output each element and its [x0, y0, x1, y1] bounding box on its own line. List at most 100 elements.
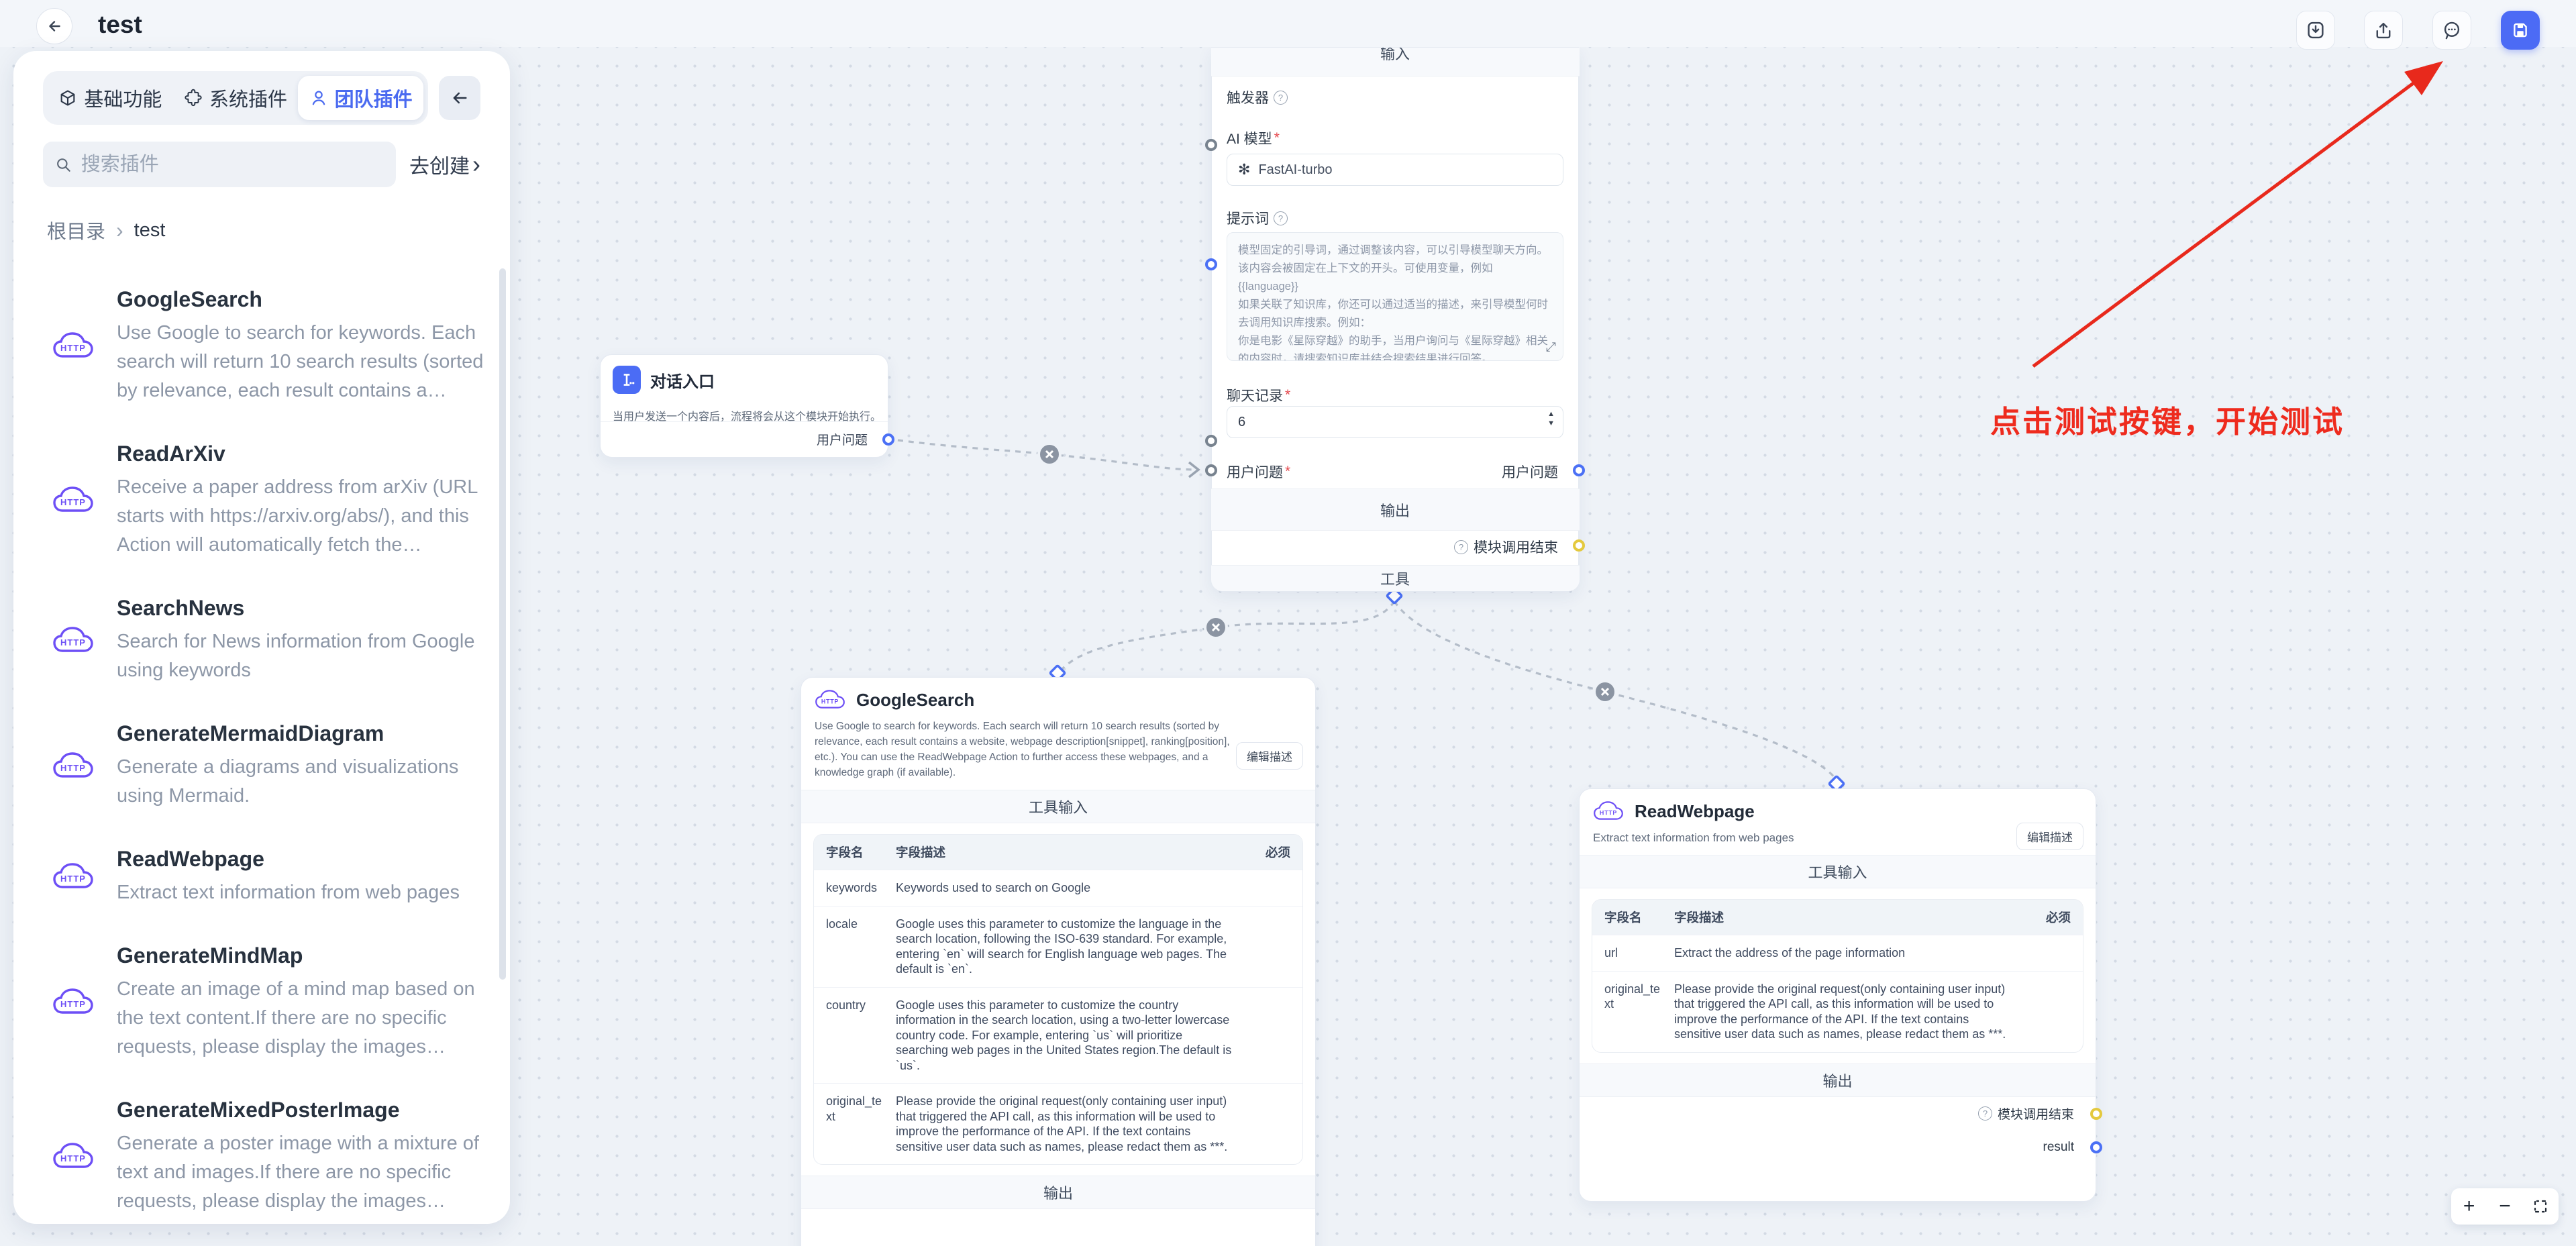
field-name: keywords: [826, 881, 878, 894]
model-label-row: AI 模型 *: [1227, 128, 1280, 148]
node-description: Use Google to search for keywords. Each …: [815, 721, 1230, 778]
plugin-item-searchnews[interactable]: HTTP SearchNews Search for News informati…: [47, 596, 487, 685]
plugin-sidebar: 基础功能 系统插件 团队插件: [13, 51, 510, 1224]
table-row: original_text Please provide the origina…: [1592, 970, 2083, 1052]
plugin-search[interactable]: [43, 142, 396, 187]
edit-description-button[interactable]: 编辑描述: [1236, 742, 1303, 770]
number-stepper[interactable]: ▲ ▼: [1547, 411, 1555, 427]
edit-description-button[interactable]: 编辑描述: [2016, 823, 2083, 850]
model-select[interactable]: ✻ FastAI-turbo: [1227, 154, 1563, 186]
plugin-desc: Create an image of a mind map based on t…: [117, 978, 475, 1057]
http-plugin-icon: HTTP: [53, 486, 93, 512]
zoom-out-button[interactable]: −: [2499, 1195, 2511, 1217]
prompt-textarea[interactable]: [1227, 233, 1563, 360]
chat-test-button[interactable]: [2432, 11, 2471, 50]
help-icon[interactable]: ?: [1274, 211, 1288, 225]
field-name: country: [826, 998, 866, 1012]
tab-label: 团队插件: [334, 89, 413, 111]
history-number-input[interactable]: [1227, 414, 1563, 430]
plugin-item-generatemixedposterimage[interactable]: HTTP GenerateMixedPosterImage Generate a …: [47, 1098, 487, 1216]
export-button[interactable]: [2364, 11, 2403, 50]
question-out-label: 用户问题: [1502, 465, 1558, 480]
sidebar-scrollbar[interactable]: [499, 268, 506, 980]
tab-label: 系统插件: [209, 89, 288, 111]
target-handle-history[interactable]: [1205, 435, 1217, 447]
target-handle-trigger[interactable]: [1205, 139, 1217, 151]
fit-view-icon: [2534, 1200, 2547, 1213]
zoom-in-button[interactable]: +: [2463, 1195, 2475, 1217]
stepper-up-icon[interactable]: ▲: [1547, 410, 1555, 418]
readwebpage-target-diamond[interactable]: [1828, 775, 1845, 792]
back-button[interactable]: [36, 8, 72, 44]
tool-input-label: 工具输入: [1028, 799, 1088, 816]
edge-delete-icon[interactable]: [1037, 442, 1062, 466]
source-handle-result[interactable]: [2090, 1141, 2102, 1153]
field-required: [1255, 998, 1290, 1074]
stepper-down-icon[interactable]: ▼: [1547, 419, 1555, 427]
cube-icon: [60, 90, 75, 106]
plugin-item-readwebpage[interactable]: HTTP ReadWebpage Extract text information…: [47, 847, 487, 907]
target-handle-question[interactable]: [1205, 464, 1217, 476]
help-icon[interactable]: ?: [1454, 539, 1468, 554]
chat-bubble-icon: [2444, 21, 2460, 40]
search-icon: [57, 158, 70, 172]
expand-icon[interactable]: ⤢: [1545, 340, 1556, 354]
input-section-label: 输入: [1380, 48, 1410, 62]
fit-view-button[interactable]: [2525, 1191, 2556, 1222]
help-icon[interactable]: ?: [1977, 1106, 1992, 1121]
google-params-table: 字段名 字段描述 必须 keywords Keywords used to se…: [813, 834, 1303, 1165]
tab-team-plugins[interactable]: 团队插件: [298, 76, 424, 120]
tool-input-label: 工具输入: [1808, 864, 1867, 881]
output-section-label: 输出: [1380, 502, 1410, 519]
plugin-item-generatemindmap[interactable]: HTTP GenerateMindMap Create an image of a…: [47, 943, 487, 1061]
http-plugin-icon: HTTP: [815, 690, 845, 709]
target-handle-prompt[interactable]: [1205, 258, 1217, 270]
node-ai-chat[interactable]: 输入 触发器 ? AI 模型* ✻ FastAI-turbo 提示词 ? ⤢ 聊…: [1205, 47, 1585, 592]
required-star: *: [1285, 387, 1291, 403]
tools-section-band: 工具: [1210, 565, 1580, 591]
http-plugin-icon: HTTP: [1594, 801, 1623, 820]
edge-delete-icon[interactable]: [1593, 680, 1617, 704]
save-icon: [2514, 23, 2527, 38]
tab-basic-features[interactable]: 基础功能: [48, 76, 173, 120]
edge-delete-icon[interactable]: [1204, 615, 1228, 639]
svg-text:HTTP: HTTP: [60, 1153, 86, 1163]
save-button[interactable]: [2501, 11, 2540, 50]
collapse-sidebar-button[interactable]: [439, 76, 480, 120]
http-plugin-icon: HTTP: [53, 751, 93, 778]
source-handle-module-end[interactable]: [1573, 539, 1585, 552]
source-handle-question[interactable]: [1573, 464, 1585, 476]
field-required: [1255, 1094, 1290, 1154]
help-icon[interactable]: ?: [1274, 90, 1288, 105]
node-read-webpage[interactable]: HTTP ReadWebpage Extract text informatio…: [1579, 788, 2102, 1202]
go-create-link[interactable]: 去创建 ›: [409, 150, 480, 179]
col-required: 必须: [1265, 845, 1290, 860]
google-target-diamond[interactable]: [1049, 664, 1066, 682]
node-chat-entry[interactable]: 对话入口 当用户发送一个内容后，流程将会从这个模块开始执行。 用户问题: [600, 354, 894, 458]
publish-version-button[interactable]: [2296, 11, 2335, 50]
plugin-name: ReadArXiv: [117, 442, 225, 466]
node-google-search[interactable]: HTTP GoogleSearch Use Google to search f…: [801, 677, 1316, 1246]
plugin-item-googlesearch[interactable]: HTTP GoogleSearch Use Google to search fo…: [47, 287, 487, 405]
plugin-item-generatemermaiddiagram[interactable]: HTTP GenerateMermaidDiagram Generate a di…: [47, 721, 487, 811]
output-label: 输出: [1043, 1185, 1073, 1202]
source-handle-module-end[interactable]: [2090, 1107, 2102, 1120]
question-label: 用户问题: [1227, 465, 1283, 480]
tab-system-plugins[interactable]: 系统插件: [173, 76, 299, 120]
plugin-item-readarxiv[interactable]: HTTP ReadArXiv Receive a paper address fr…: [47, 442, 487, 560]
breadcrumb-root[interactable]: 根目录: [47, 221, 106, 243]
col-field-desc: 字段描述: [1674, 911, 1724, 925]
output-band: 输出: [801, 1176, 1315, 1209]
plugin-name: GenerateMermaidDiagram: [117, 721, 384, 745]
http-plugin-icon: HTTP: [53, 863, 93, 888]
source-handle-user-question[interactable]: [882, 433, 894, 446]
plugin-desc: Search for News information from Google …: [117, 631, 475, 681]
tools-source-diamond[interactable]: [1386, 587, 1403, 605]
field-desc: Please provide the original request(only…: [896, 1094, 1228, 1153]
col-field-name: 字段名: [826, 845, 864, 860]
search-input[interactable]: [79, 152, 384, 176]
module-end-row: ? 模块调用结束: [1580, 1097, 2102, 1131]
table-row: original_text Please provide the origina…: [814, 1083, 1302, 1164]
